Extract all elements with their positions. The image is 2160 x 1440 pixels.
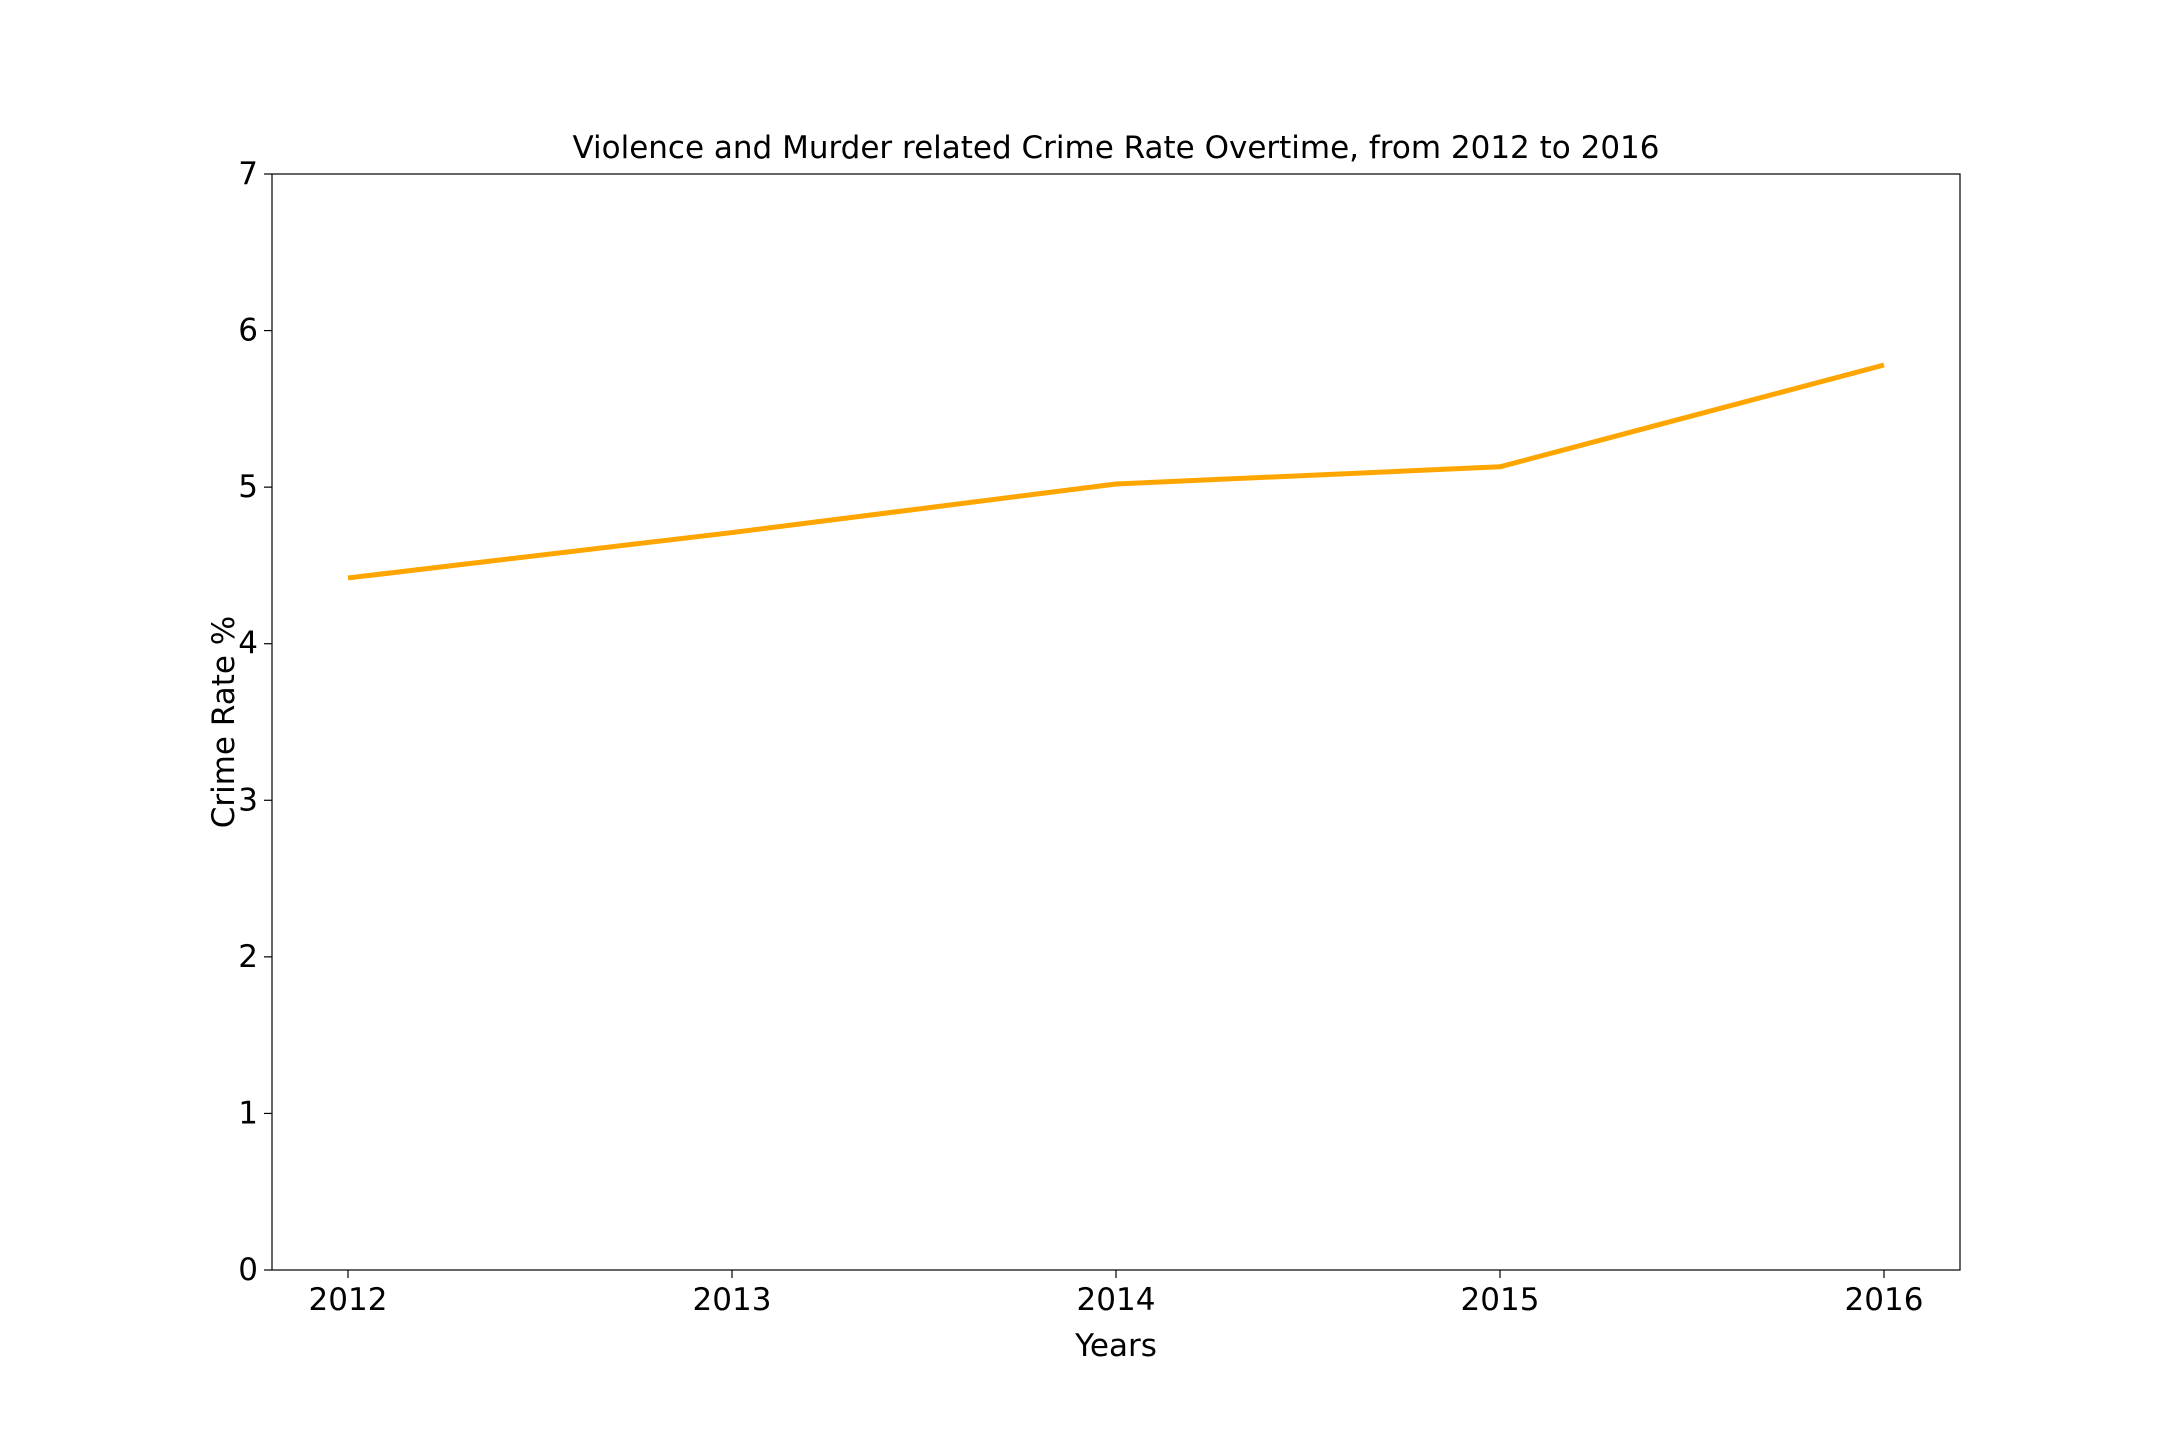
y-tick-label: 2 — [238, 939, 258, 975]
x-tick-label: 2015 — [1461, 1282, 1540, 1318]
plot-frame — [271, 173, 1961, 1271]
y-tick-label: 0 — [238, 1252, 258, 1288]
x-tick-label: 2012 — [309, 1282, 388, 1318]
x-axis-label: Years — [1074, 1328, 1157, 1364]
series-layer — [347, 362, 1885, 581]
chart-title: Violence and Murder related Crime Rate O… — [572, 130, 1659, 166]
y-tick-label: 7 — [238, 156, 258, 192]
y-tick-label: 3 — [238, 782, 258, 818]
x-tick-label: 2014 — [1077, 1282, 1156, 1318]
series-line — [347, 362, 1885, 581]
x-axis: 2012 2013 2014 2015 2016 — [309, 1270, 1924, 1318]
x-tick-label: 2016 — [1845, 1282, 1924, 1318]
y-tick-label: 5 — [238, 469, 258, 505]
y-tick-label: 4 — [238, 626, 258, 662]
y-axis: 0 1 2 3 4 5 6 7 — [238, 156, 272, 1288]
y-axis-label: Crime Rate % — [206, 616, 242, 829]
y-tick-label: 6 — [238, 313, 258, 349]
y-tick-label: 1 — [238, 1095, 258, 1131]
x-tick-label: 2013 — [693, 1282, 772, 1318]
